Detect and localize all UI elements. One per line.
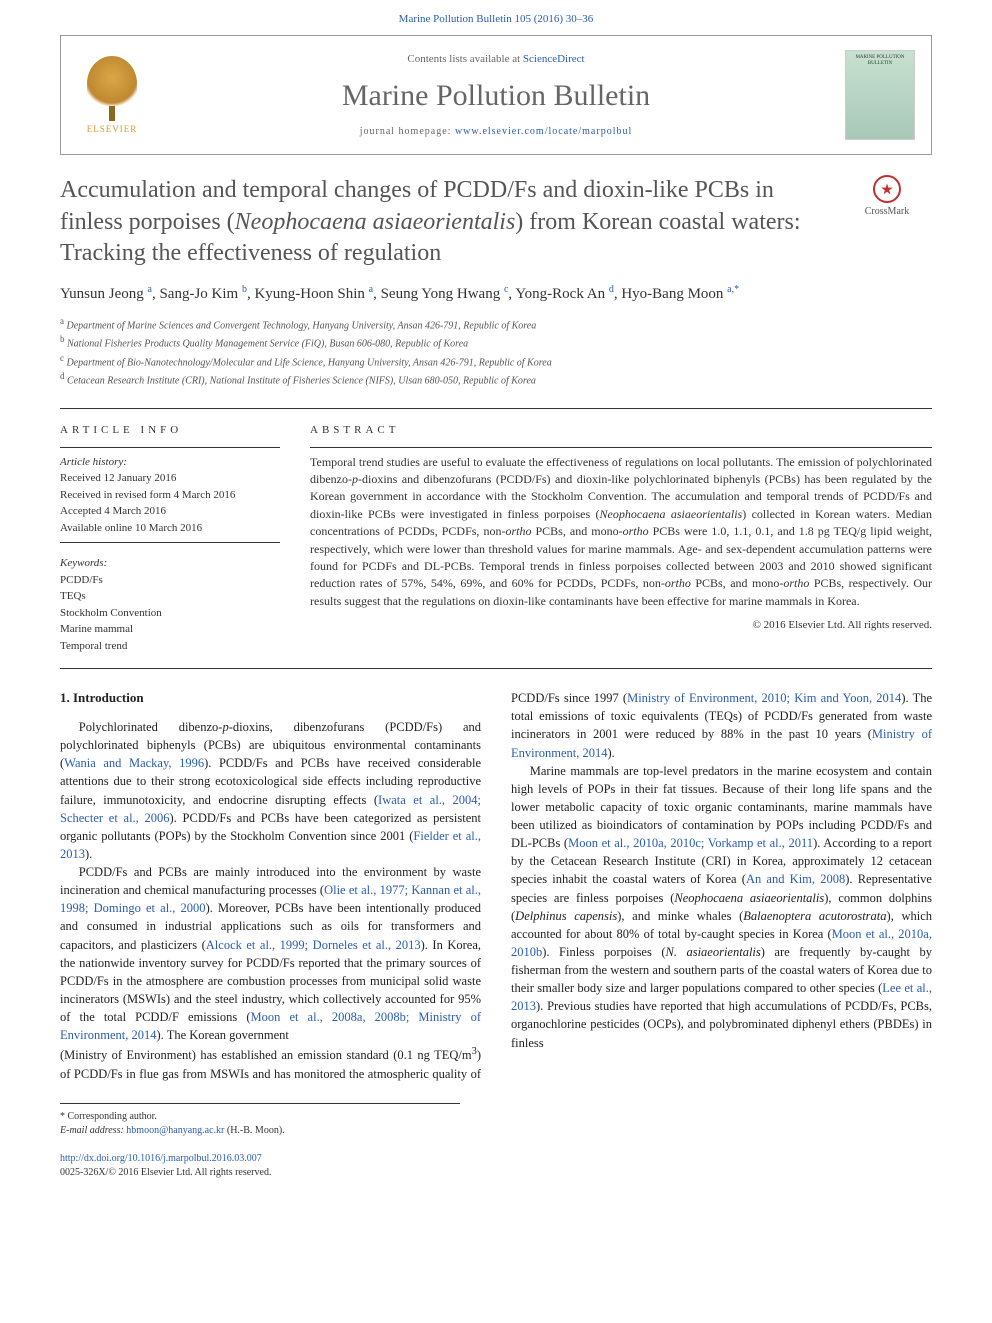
doi-link[interactable]: http://dx.doi.org/10.1016/j.marpolbul.20… <box>60 1153 262 1164</box>
header-center: Contents lists available at ScienceDirec… <box>147 52 845 139</box>
journal-header-box: ELSEVIER Contents lists available at Sci… <box>60 35 932 155</box>
corresponding-author-footnote: * Corresponding author. E-mail address: … <box>60 1103 460 1138</box>
keywords-label: Keywords: <box>60 555 280 572</box>
article-title: Accumulation and temporal changes of PCD… <box>60 175 932 269</box>
abstract-label: abstract <box>310 423 932 438</box>
article-history: Article history: Received 12 January 201… <box>60 454 280 537</box>
body-columns: 1. Introduction Polychlorinated dibenzo-… <box>60 689 932 1083</box>
history-line: Received in revised form 4 March 2016 <box>60 489 235 501</box>
crossmark-icon <box>873 175 901 203</box>
sciencedirect-link[interactable]: ScienceDirect <box>523 53 585 65</box>
contents-line: Contents lists available at ScienceDirec… <box>147 52 845 67</box>
keywords-block: Keywords: PCDD/Fs TEQs Stockholm Conventio… <box>60 555 280 654</box>
elsevier-logo: ELSEVIER <box>77 50 147 140</box>
keyword: TEQs <box>60 590 86 602</box>
journal-homepage: journal homepage: www.elsevier.com/locat… <box>147 125 845 139</box>
email-label: E-mail address: <box>60 1125 126 1136</box>
body-paragraph: PCDD/Fs and PCBs are mainly introduced i… <box>60 863 481 1044</box>
cover-thumb-title: MARINE POLLUTION BULLETIN <box>850 55 910 66</box>
homepage-prefix: journal homepage: <box>360 126 455 137</box>
body-paragraph: Polychlorinated dibenzo-p-dioxins, diben… <box>60 718 481 863</box>
abstract-copyright: © 2016 Elsevier Ltd. All rights reserved… <box>310 618 932 633</box>
journal-name: Marine Pollution Bulletin <box>147 75 845 117</box>
homepage-link[interactable]: www.elsevier.com/locate/marpolbul <box>455 126 632 137</box>
history-label: Article history: <box>60 456 127 468</box>
affiliation-line: a Department of Marine Sciences and Conv… <box>60 315 932 333</box>
history-line: Available online 10 March 2016 <box>60 522 202 534</box>
corr-author: * Corresponding author. <box>60 1110 460 1124</box>
footer-line: http://dx.doi.org/10.1016/j.marpolbul.20… <box>60 1152 932 1180</box>
history-line: Accepted 4 March 2016 <box>60 505 166 517</box>
keyword: PCDD/Fs <box>60 574 103 586</box>
corr-email-line: E-mail address: hbmoon@hanyang.ac.kr (H.… <box>60 1124 460 1138</box>
divider <box>60 668 932 669</box>
body-paragraph: Marine mammals are top-level predators i… <box>511 762 932 1052</box>
info-abstract-row: article info Article history: Received 1… <box>60 423 932 654</box>
crossmark-badge[interactable]: CrossMark <box>842 175 932 219</box>
divider <box>60 408 932 409</box>
journal-cover-thumb: MARINE POLLUTION BULLETIN <box>845 50 915 140</box>
authors-line: Yunsun Jeong a, Sang-Jo Kim b, Kyung-Hoo… <box>60 283 932 305</box>
email-suffix: (H.-B. Moon). <box>224 1125 284 1136</box>
affiliation-line: b National Fisheries Products Quality Ma… <box>60 333 932 351</box>
article-info-label: article info <box>60 423 280 438</box>
affiliation-line: d Cetacean Research Institute (CRI), Nat… <box>60 370 932 388</box>
header-citation[interactable]: Marine Pollution Bulletin 105 (2016) 30–… <box>0 0 992 35</box>
contents-prefix: Contents lists available at <box>407 53 522 65</box>
affiliation-line: c Department of Bio-Nanotechnology/Molec… <box>60 352 932 370</box>
affiliations: a Department of Marine Sciences and Conv… <box>60 315 932 388</box>
keyword: Temporal trend <box>60 640 127 652</box>
elsevier-label: ELSEVIER <box>87 123 138 136</box>
section-heading-intro: 1. Introduction <box>60 689 481 708</box>
keyword: Stockholm Convention <box>60 607 162 619</box>
article-header: CrossMark Accumulation and temporal chan… <box>60 175 932 388</box>
issn-line: 0025-326X/© 2016 Elsevier Ltd. All right… <box>60 1167 271 1178</box>
abstract-column: abstract Temporal trend studies are usef… <box>310 423 932 654</box>
crossmark-label: CrossMark <box>842 205 932 219</box>
email-link[interactable]: hbmoon@hanyang.ac.kr <box>126 1125 224 1136</box>
elsevier-tree-icon <box>87 56 137 111</box>
history-line: Received 12 January 2016 <box>60 472 176 484</box>
article-info-column: article info Article history: Received 1… <box>60 423 280 654</box>
keyword: Marine mammal <box>60 623 133 635</box>
abstract-text: Temporal trend studies are useful to eva… <box>310 454 932 611</box>
